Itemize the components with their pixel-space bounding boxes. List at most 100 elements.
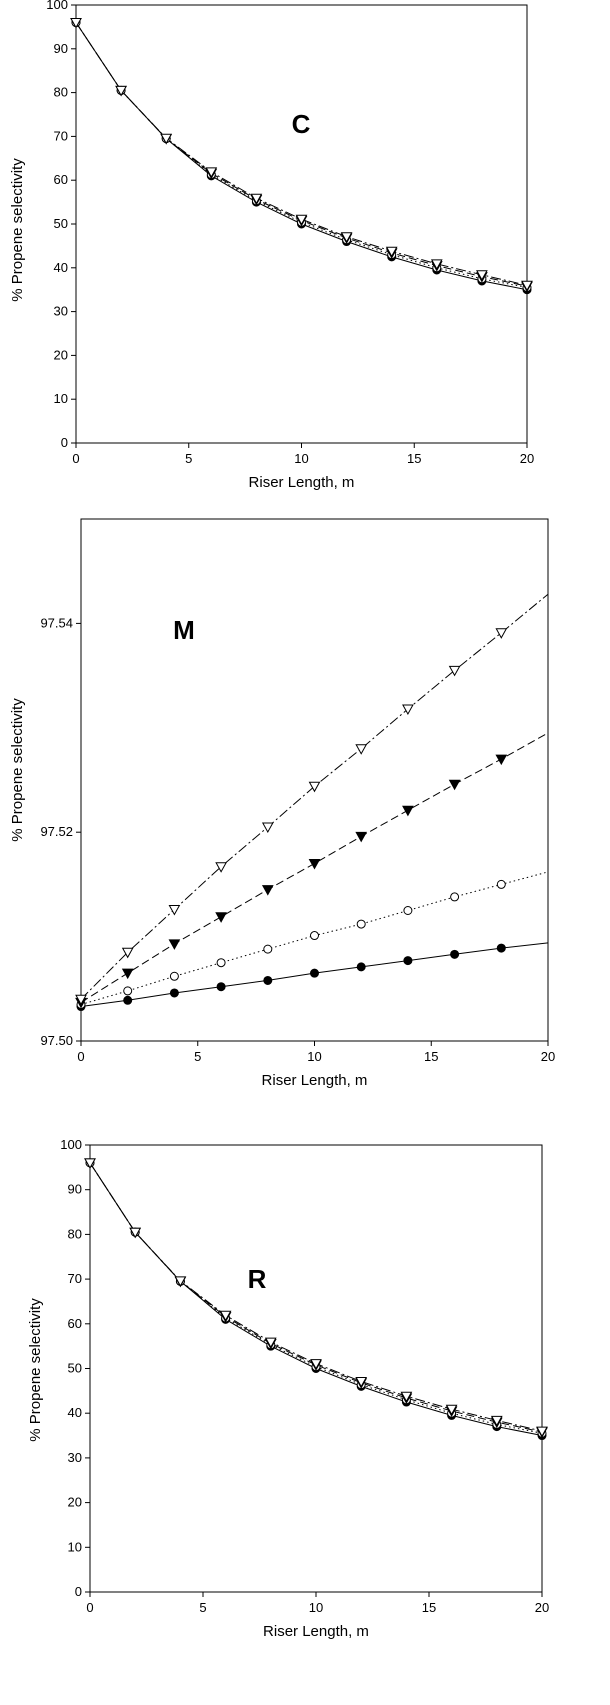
series-line-open-circle — [89, 1162, 543, 1434]
data-point-filled-triangle-down — [495, 754, 508, 766]
x-tick-label: 15 — [422, 1600, 436, 1615]
y-tick-label: 30 — [68, 1450, 82, 1465]
series-line-open-triangle-down — [80, 593, 549, 1000]
x-tick-label: 0 — [72, 451, 79, 466]
x-tick-label: 10 — [309, 1600, 323, 1615]
data-point-open-triangle-down — [84, 1158, 96, 1169]
data-point-open-triangle-down — [250, 193, 263, 205]
y-tick-label: 10 — [68, 1539, 82, 1554]
x-tick-label: 0 — [77, 1049, 84, 1064]
data-point-open-circle — [263, 944, 273, 954]
y-tick-label: 10 — [54, 391, 68, 406]
data-point-open-triangle-down — [261, 822, 274, 834]
data-point-open-triangle-down — [160, 133, 173, 145]
y-tick-label: 90 — [54, 41, 68, 56]
x-axis-label: Riser Length, m — [263, 1623, 369, 1640]
y-tick-label: 60 — [54, 172, 68, 187]
panel-annotation: C — [292, 109, 311, 139]
data-point-filled-triangle-down — [215, 912, 227, 923]
y-tick-label: 60 — [68, 1316, 82, 1331]
data-point-open-triangle-down — [129, 1227, 142, 1239]
data-point-filled-triangle-down — [168, 939, 181, 950]
y-tick-label: 80 — [54, 85, 68, 100]
y-tick-label: 40 — [68, 1405, 82, 1420]
x-axis-label: Riser Length, m — [249, 474, 355, 491]
data-point-filled-circle — [123, 995, 133, 1005]
data-point-open-triangle-down — [308, 781, 321, 793]
y-tick-label: 40 — [54, 260, 68, 275]
x-tick-label: 15 — [424, 1049, 438, 1064]
x-axis-label: Riser Length, m — [262, 1072, 368, 1089]
series-line-filled-triangle-down — [89, 1162, 543, 1433]
y-axis-label: % Propene selectivity — [9, 698, 26, 842]
data-point-filled-triangle-down — [355, 831, 368, 843]
y-tick-label: 70 — [68, 1271, 82, 1286]
data-point-filled-triangle-down — [308, 859, 321, 870]
data-point-open-triangle-down — [490, 1415, 503, 1427]
data-point-open-circle — [123, 986, 133, 996]
x-tick-label: 15 — [407, 451, 421, 466]
y-axis-label: % Propene selectivity — [27, 1298, 44, 1442]
x-tick-label: 20 — [541, 1049, 555, 1064]
data-point-open-triangle-down — [402, 704, 414, 716]
data-point-open-triangle-down — [430, 259, 443, 270]
y-tick-label: 0 — [75, 1584, 82, 1599]
data-point-open-triangle-down — [385, 246, 398, 258]
series-line-open-circle — [75, 22, 528, 288]
x-tick-label: 5 — [185, 451, 192, 466]
y-tick-label: 97.54 — [40, 615, 73, 630]
y-tick-label: 50 — [54, 216, 68, 231]
series-line-open-triangle-down — [89, 1162, 543, 1432]
data-point-filled-triangle-down — [448, 779, 461, 791]
data-point-open-circle — [169, 971, 179, 981]
data-point-open-triangle-down — [168, 905, 181, 916]
data-point-open-triangle-down — [295, 214, 308, 226]
panel-annotation: M — [173, 615, 195, 645]
data-point-open-circle — [356, 919, 366, 929]
x-tick-label: 20 — [535, 1600, 549, 1615]
y-tick-label: 100 — [46, 0, 68, 12]
y-tick-label: 70 — [54, 128, 68, 143]
x-tick-label: 10 — [294, 451, 308, 466]
y-tick-label: 90 — [68, 1182, 82, 1197]
data-point-open-triangle-down — [521, 280, 533, 292]
data-point-filled-circle — [403, 956, 413, 966]
y-tick-label: 97.50 — [40, 1033, 73, 1048]
panel-annotation: R — [248, 1264, 267, 1294]
data-point-open-triangle-down — [476, 270, 488, 281]
y-tick-label: 20 — [68, 1495, 82, 1510]
data-point-open-triangle-down — [115, 85, 127, 97]
data-point-filled-circle — [310, 968, 319, 978]
y-tick-label: 20 — [54, 347, 68, 362]
data-point-open-triangle-down — [121, 947, 134, 959]
data-point-filled-circle — [496, 943, 506, 953]
x-tick-label: 5 — [194, 1049, 201, 1064]
data-point-open-triangle-down — [445, 1404, 458, 1416]
y-tick-label: 80 — [68, 1226, 82, 1241]
chart-panel-c: 0 10 20 30 40 50 60 70 80 90 100 0 5 10 15 20 Riser Leng… — [9, 0, 534, 491]
data-point-open-circle — [450, 892, 460, 902]
data-point-open-triangle-down — [310, 1359, 322, 1370]
data-point-open-triangle-down — [355, 1377, 368, 1388]
data-point-open-triangle-down — [264, 1337, 277, 1349]
data-point-filled-triangle-down — [121, 968, 134, 980]
data-point-open-triangle-down — [400, 1391, 413, 1403]
series-line-filled-triangle-down — [75, 22, 528, 287]
y-axis-label: % Propene selectivity — [9, 158, 26, 302]
data-point-filled-circle — [169, 988, 179, 998]
data-point-filled-circle — [263, 975, 273, 985]
y-tick-label: 100 — [60, 1137, 82, 1152]
series-line-open-triangle-down — [75, 22, 528, 286]
x-tick-label: 20 — [520, 451, 534, 466]
data-point-open-circle — [310, 931, 319, 941]
data-point-open-circle — [496, 879, 506, 889]
data-point-open-triangle-down — [340, 232, 353, 243]
y-tick-label: 0 — [61, 435, 68, 450]
chart-panel-r: 0 10 20 30 40 50 60 70 80 90 100 0 5 10 15 20 Riser Leng… — [27, 1137, 549, 1640]
series-line-filled-circle — [89, 1162, 543, 1436]
data-point-open-triangle-down — [215, 862, 227, 873]
y-tick-label: 50 — [68, 1361, 82, 1376]
data-point-open-triangle-down — [75, 994, 87, 1006]
data-point-open-triangle-down — [174, 1276, 187, 1287]
data-point-filled-circle — [356, 962, 366, 972]
